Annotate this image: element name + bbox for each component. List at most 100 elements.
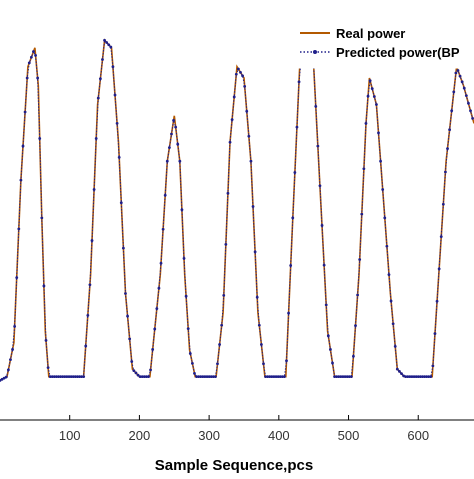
predicted-point — [67, 375, 71, 379]
predicted-point — [84, 344, 88, 348]
predicted-point — [115, 122, 119, 125]
predicted-point — [232, 95, 236, 99]
x-tick-label-500: 500 — [338, 428, 360, 443]
predicted-point — [161, 227, 165, 231]
predicted-point — [78, 375, 81, 379]
predicted-point — [163, 193, 167, 197]
predicted-point — [259, 343, 263, 346]
predicted-point — [297, 80, 301, 84]
predicted-point — [236, 67, 240, 71]
predicted-point — [96, 96, 100, 100]
predicted-point — [408, 375, 412, 379]
predicted-point — [335, 375, 339, 379]
predicted-point — [285, 359, 288, 363]
predicted-point — [280, 375, 284, 379]
predicted-point — [88, 283, 92, 287]
predicted-point — [395, 367, 399, 371]
predicted-point — [437, 267, 441, 271]
predicted-point — [130, 360, 134, 363]
predicted-point — [199, 375, 203, 379]
predicted-point — [370, 87, 374, 91]
predicted-point — [320, 224, 324, 227]
predicted-point — [255, 295, 259, 299]
predicted-point — [23, 110, 27, 114]
predicted-point — [427, 375, 431, 379]
predicted-point — [121, 246, 125, 250]
predicted-point — [435, 299, 439, 303]
predicted-point — [144, 375, 148, 379]
predicted-point — [423, 375, 426, 379]
legend-label-predicted-power: Predicted power(BP — [336, 45, 460, 60]
predicted-point — [167, 146, 171, 149]
predicted-point — [431, 364, 435, 368]
predicted-point — [0, 377, 4, 381]
predicted-point — [174, 125, 178, 129]
predicted-point — [257, 323, 261, 327]
predicted-point — [176, 142, 180, 146]
predicted-point — [429, 375, 433, 379]
predicted-point — [205, 375, 209, 379]
predicted-point — [42, 284, 46, 288]
predicted-point — [391, 322, 395, 326]
predicted-point — [209, 375, 213, 379]
predicted-point — [190, 362, 194, 365]
predicted-point — [48, 375, 52, 379]
predicted-point — [381, 188, 385, 191]
predicted-point — [159, 261, 163, 265]
predicted-point — [283, 375, 286, 379]
predicted-point — [262, 362, 265, 366]
predicted-point — [410, 375, 414, 379]
predicted-point — [86, 314, 90, 317]
predicted-point — [57, 375, 60, 379]
predicted-point — [140, 375, 144, 379]
predicted-point — [124, 292, 127, 295]
predicted-point — [241, 74, 244, 78]
predicted-point — [2, 376, 6, 380]
predicted-point — [247, 134, 251, 138]
predicted-point — [450, 109, 454, 113]
predicted-point — [94, 137, 98, 140]
predicted-point — [471, 116, 474, 120]
predicted-point — [11, 348, 14, 351]
legend-label-real-power: Real power — [336, 26, 405, 41]
predicted-point — [75, 375, 79, 379]
predicted-point — [243, 84, 247, 88]
predicted-point — [460, 80, 464, 84]
predicted-point — [439, 235, 443, 239]
x-axis-label: Sample Sequence,pcs — [155, 457, 313, 474]
predicted-point — [404, 375, 408, 379]
predicted-point — [318, 184, 322, 188]
predicted-point — [180, 208, 184, 212]
predicted-point — [216, 362, 219, 366]
predicted-point — [103, 38, 106, 42]
predicted-point — [398, 369, 401, 373]
predicted-point — [9, 358, 12, 362]
predicted-point — [425, 375, 428, 379]
predicted-point — [218, 343, 221, 346]
predicted-point — [165, 159, 169, 163]
predicted-point — [421, 375, 424, 379]
predicted-point — [109, 45, 113, 49]
predicted-point — [270, 375, 274, 379]
predicted-point — [73, 375, 77, 379]
legend: Real power Predicted power(BP — [291, 13, 474, 69]
predicted-point — [387, 273, 391, 276]
predicted-point — [358, 258, 362, 261]
predicted-point — [239, 70, 242, 74]
predicted-point — [377, 131, 380, 135]
x-tick-label-600: 600 — [407, 428, 429, 443]
predicted-point — [17, 227, 21, 231]
predicted-point — [128, 337, 132, 341]
predicted-point — [101, 58, 104, 61]
predicted-point — [360, 212, 364, 216]
predicted-point — [178, 159, 182, 163]
predicted-point — [25, 76, 29, 80]
predicted-point — [272, 375, 276, 379]
predicted-point — [467, 101, 470, 105]
predicted-point — [253, 250, 257, 254]
predicted-point — [186, 327, 190, 330]
predicted-point — [349, 375, 353, 379]
predicted-point — [446, 147, 449, 151]
predicted-point — [228, 140, 232, 144]
